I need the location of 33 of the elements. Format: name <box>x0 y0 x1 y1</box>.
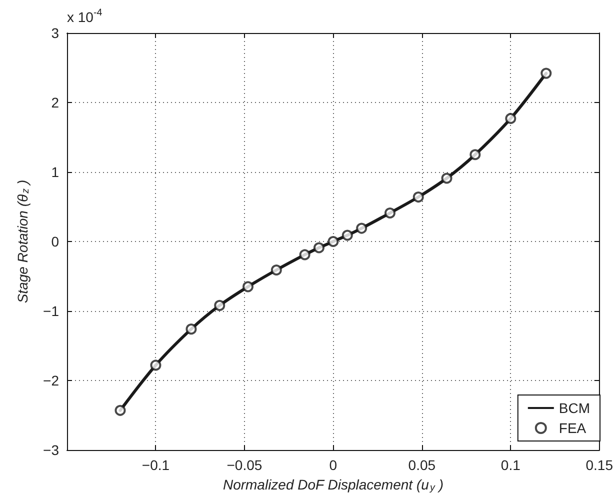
point <box>270 264 282 276</box>
point <box>441 172 452 184</box>
point <box>214 300 226 311</box>
point <box>242 281 254 292</box>
point <box>412 192 424 203</box>
x-tick-label: 0.1 <box>500 457 521 473</box>
point <box>470 149 481 160</box>
point <box>114 404 126 416</box>
point <box>314 242 324 254</box>
point <box>540 68 552 79</box>
point <box>356 222 368 234</box>
point <box>299 249 310 260</box>
point <box>384 208 396 218</box>
y-tick-label: −1 <box>43 303 60 319</box>
legend-label: BCM <box>558 400 590 416</box>
y-tick-label: 3 <box>51 25 60 41</box>
point <box>150 360 162 371</box>
y-tick-label: −3 <box>43 442 60 458</box>
point <box>505 112 516 124</box>
y-tick-label: 0 <box>51 234 60 250</box>
x-tick-label: −0.05 <box>226 457 262 473</box>
y-tick-label: −2 <box>43 372 60 388</box>
point <box>342 230 353 241</box>
x-tick-label: 0 <box>329 457 338 473</box>
point <box>186 324 197 335</box>
x-tick-label: 0.15 <box>586 457 614 473</box>
y-axis-title: Stage Rotation (θz) <box>14 180 32 304</box>
y-tick-label: 2 <box>51 94 60 110</box>
y-tick-label: 1 <box>51 164 60 180</box>
x-tick-label: 0.05 <box>408 457 436 473</box>
legend-label: FEA <box>558 420 587 436</box>
x-tick-label: −0.1 <box>142 457 170 473</box>
point <box>328 236 339 247</box>
